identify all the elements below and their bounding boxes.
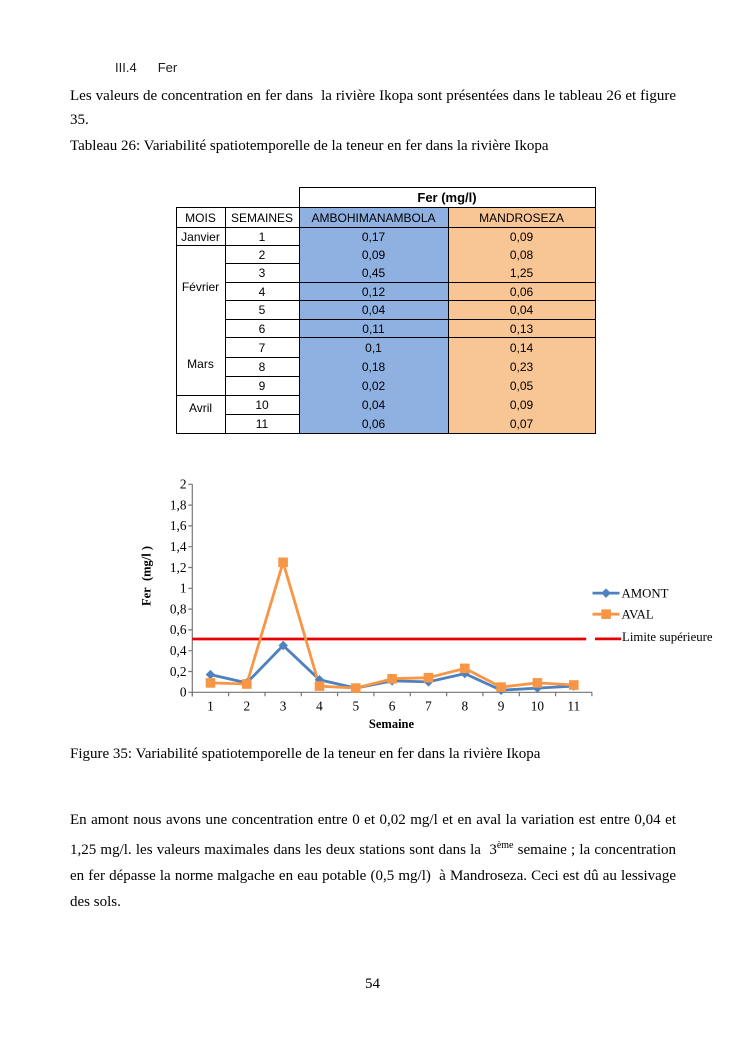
svg-text:0,4: 0,4 [170, 643, 187, 658]
svg-text:Fer (mg/l ): Fer (mg/l ) [140, 546, 154, 606]
svg-text:8: 8 [461, 699, 468, 714]
svg-text:11: 11 [567, 699, 580, 714]
svg-text:7: 7 [425, 699, 432, 714]
svg-text:0,8: 0,8 [170, 601, 187, 616]
svg-text:0,2: 0,2 [170, 664, 187, 679]
svg-text:6: 6 [389, 699, 396, 714]
svg-text:1: 1 [207, 699, 214, 714]
svg-text:AMONT: AMONT [622, 586, 669, 600]
svg-text:1: 1 [180, 581, 187, 596]
svg-text:1,2: 1,2 [170, 560, 187, 575]
svg-text:Limite supérieure: Limite supérieure [622, 630, 713, 644]
svg-text:0,6: 0,6 [170, 622, 187, 637]
svg-text:1,8: 1,8 [170, 497, 187, 512]
svg-text:1,6: 1,6 [170, 518, 187, 533]
svg-text:9: 9 [498, 699, 505, 714]
svg-text:2: 2 [180, 477, 187, 492]
svg-text:3: 3 [280, 699, 287, 714]
svg-text:1,4: 1,4 [170, 539, 187, 554]
svg-text:5: 5 [352, 699, 359, 714]
svg-text:0: 0 [180, 685, 187, 700]
svg-text:Semaine: Semaine [369, 717, 415, 731]
svg-text:2: 2 [243, 699, 250, 714]
svg-text:4: 4 [316, 699, 323, 714]
svg-text:AVAL: AVAL [622, 608, 654, 622]
svg-text:10: 10 [531, 699, 545, 714]
